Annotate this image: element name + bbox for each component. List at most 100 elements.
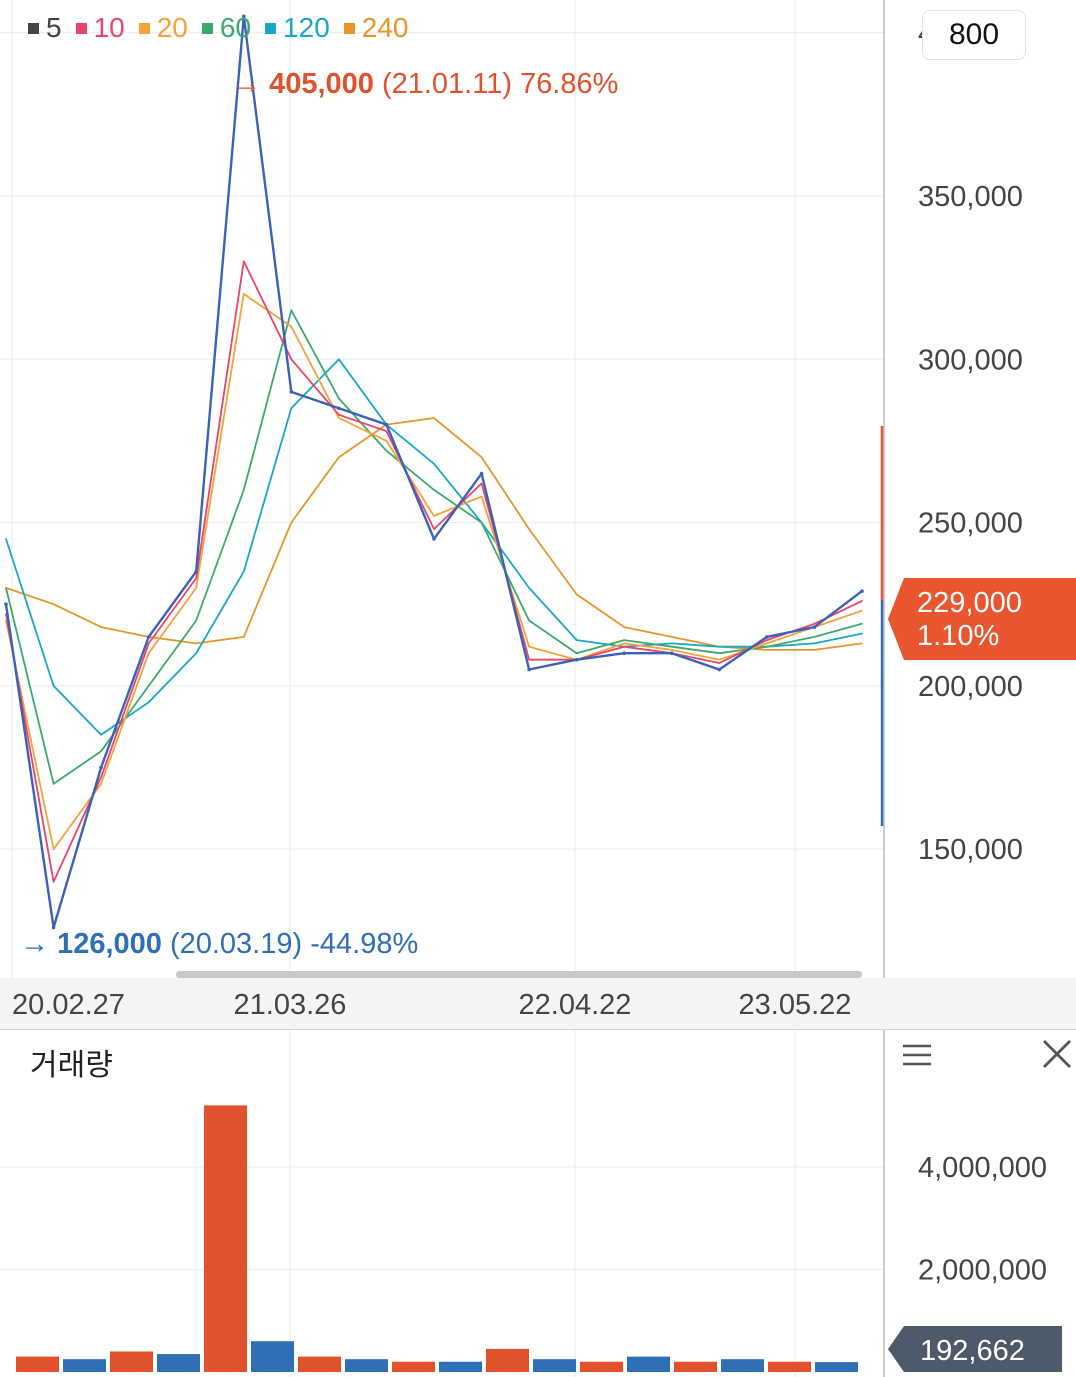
volume-y-tick-label: 2,000,000: [918, 1254, 1047, 1286]
data-point-10: [52, 881, 55, 883]
volume-bar: [157, 1354, 200, 1372]
legend-item-5[interactable]: 5: [28, 12, 62, 44]
volume-bar: [298, 1356, 341, 1372]
legend-item-10[interactable]: 10: [75, 12, 125, 44]
legend-item-60[interactable]: 60: [201, 12, 252, 44]
horizontal-scrollbar[interactable]: [176, 971, 862, 978]
data-point-120: [575, 639, 578, 641]
min-price-change: -44.98%: [310, 928, 418, 960]
data-point-20: [147, 652, 150, 654]
data-point-5: [146, 635, 151, 639]
data-point-120: [338, 358, 340, 361]
hamburger-icon: [903, 1044, 931, 1066]
current-price-change: 1.10%: [917, 620, 999, 652]
volume-current-value: 192,662: [920, 1335, 1025, 1367]
close-button[interactable]: [1038, 1034, 1074, 1074]
volume-bar: [63, 1359, 106, 1372]
bar-count-box[interactable]: 800: [922, 10, 1026, 60]
data-point-240: [575, 593, 578, 596]
data-point-240: [813, 649, 816, 651]
x-tick-label: 22.04.22: [519, 989, 632, 1021]
data-point-60: [5, 587, 7, 589]
data-point-240: [670, 636, 673, 638]
volume-bar: [110, 1351, 153, 1372]
data-point-120: [433, 462, 435, 465]
legend-label: 20: [156, 12, 188, 43]
price-y-tick-label: 200,000: [918, 671, 1023, 703]
volume-bar: [674, 1361, 717, 1372]
x-axis-labels: 20.02.27 21.03.26 22.04.22 23.05.22: [12, 989, 851, 1021]
volume-bar: [580, 1361, 623, 1372]
data-point-20: [433, 515, 435, 517]
data-point-10: [813, 623, 816, 625]
legend-label: 5: [46, 12, 62, 43]
data-point-10: [290, 358, 293, 361]
legend-item-120[interactable]: 120: [265, 12, 330, 44]
data-point-240: [242, 636, 245, 638]
volume-current-tag: [888, 1326, 1062, 1372]
volume-chart[interactable]: 4,000,000 2,000,000 192,662: [0, 1030, 1076, 1377]
volume-bar: [627, 1356, 670, 1372]
data-point-20: [385, 440, 388, 442]
data-point-60: [670, 645, 673, 648]
volume-gridlines: [0, 1030, 884, 1377]
max-arrow-icon: →: [232, 68, 261, 100]
data-point-5: [860, 589, 864, 593]
legend-item-20[interactable]: 20: [138, 12, 188, 44]
data-point-10: [861, 600, 863, 602]
data-point-10: [528, 658, 530, 661]
data-point-120: [670, 642, 673, 645]
data-point-20: [195, 587, 198, 589]
price-chart[interactable]: 400,000350,000300,000250,000200,000150,0…: [0, 0, 1076, 1030]
data-point-20: [861, 609, 863, 612]
data-point-60: [480, 521, 483, 524]
data-point-240: [290, 521, 293, 524]
legend-label: 120: [283, 12, 330, 43]
data-point-120: [528, 587, 530, 589]
legend-label: 10: [93, 12, 125, 43]
moving-average-legend: 5 10 20 60 120 240: [28, 12, 422, 44]
data-point-5: [241, 14, 246, 19]
data-point-60: [338, 397, 340, 400]
legend-swatch-icon: [138, 22, 150, 34]
max-price-annotation: → 405,000 (21.01.11) 76.86%: [232, 68, 618, 100]
data-point-120: [195, 652, 198, 654]
data-point-5: [622, 651, 627, 655]
legend-item-240[interactable]: 240: [343, 12, 408, 44]
data-point-60: [528, 619, 530, 622]
volume-bar: [204, 1105, 247, 1372]
volume-bar: [721, 1359, 764, 1372]
data-point-60: [195, 619, 198, 622]
price-plot-background: [0, 0, 1076, 1030]
data-point-240: [861, 642, 863, 645]
legend-swatch-icon: [75, 22, 87, 34]
volume-title: 거래량: [30, 1049, 113, 1082]
data-point-5: [51, 925, 56, 930]
data-point-120: [242, 570, 245, 573]
data-point-60: [813, 636, 816, 638]
data-point-10: [623, 645, 626, 648]
data-point-20: [623, 642, 626, 645]
legend-label: 60: [219, 12, 252, 43]
data-point-5: [812, 625, 817, 629]
data-point-10: [433, 528, 435, 530]
data-point-10: [100, 776, 102, 779]
data-point-240: [100, 626, 102, 628]
data-point-5: [384, 422, 389, 427]
data-point-20: [480, 495, 483, 498]
volume-bar: [345, 1359, 388, 1372]
legend-swatch-icon: [343, 22, 355, 34]
data-point-5: [765, 635, 769, 639]
data-point-120: [290, 407, 293, 410]
current-price-value: 229,000: [917, 587, 1022, 619]
close-icon: [1043, 1040, 1071, 1068]
price-y-tick-label: 150,000: [918, 834, 1023, 866]
data-point-10: [338, 413, 340, 416]
data-point-240: [766, 649, 768, 651]
menu-button[interactable]: [898, 1036, 938, 1076]
data-point-120: [813, 642, 816, 645]
data-point-5: [669, 651, 674, 655]
data-point-5: [717, 667, 722, 672]
volume-bar: [392, 1361, 435, 1372]
